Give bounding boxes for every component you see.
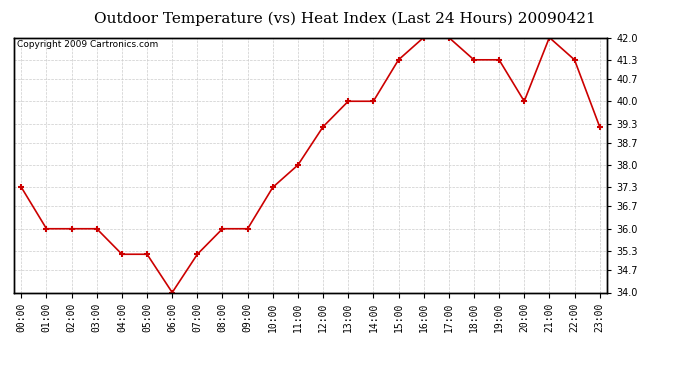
Text: Copyright 2009 Cartronics.com: Copyright 2009 Cartronics.com [17, 40, 158, 49]
Text: Outdoor Temperature (vs) Heat Index (Last 24 Hours) 20090421: Outdoor Temperature (vs) Heat Index (Las… [94, 11, 596, 26]
